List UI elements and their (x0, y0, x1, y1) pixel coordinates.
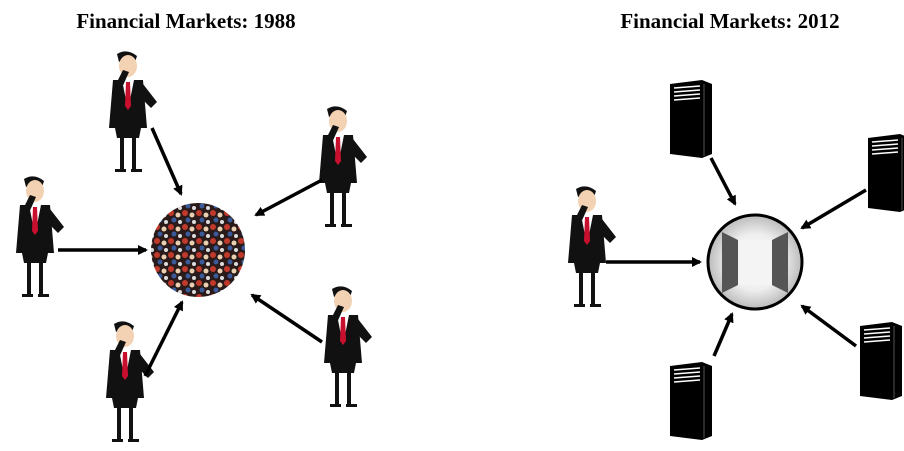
trader (106, 321, 154, 442)
trader (319, 106, 367, 227)
trader (568, 186, 616, 307)
title: Financial Markets: 2012 (620, 9, 839, 33)
title: Financial Markets: 1988 (76, 9, 295, 33)
trader (324, 286, 372, 407)
server (670, 80, 712, 158)
server (860, 322, 902, 400)
trading-floor (151, 203, 245, 297)
server (670, 362, 712, 440)
left-panel (16, 51, 372, 442)
diagram: Financial Markets: 1988 Financial Market… (0, 0, 904, 451)
right-panel (568, 80, 904, 440)
data-center (708, 215, 802, 309)
server (868, 134, 904, 212)
trader (16, 176, 64, 297)
trader (109, 51, 157, 172)
